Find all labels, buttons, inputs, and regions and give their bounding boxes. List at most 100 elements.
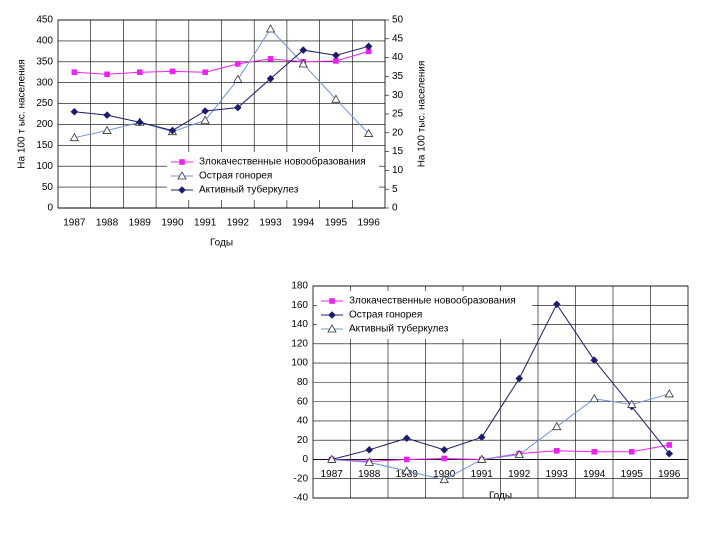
legend-label: Злокачественные новообразования <box>349 295 516 307</box>
series-line <box>331 393 670 481</box>
legend-box <box>317 291 532 339</box>
y-tick-label: 100 <box>291 358 308 369</box>
marker-diamond <box>168 126 177 135</box>
series-line <box>331 303 670 460</box>
y2-tick-label: 20 <box>392 127 404 138</box>
x-tick-label: 1996 <box>658 469 681 480</box>
x-tick-label: 1993 <box>546 469 569 480</box>
marker-diamond <box>332 51 340 60</box>
legend-marker <box>179 159 185 165</box>
marker-diamond <box>665 449 674 458</box>
y-tick-label: -40 <box>294 493 309 504</box>
x-tick-label: 1988 <box>358 469 381 480</box>
legend-label: Острая гонорея <box>199 171 272 182</box>
marker-triangle <box>477 454 487 463</box>
marker-square <box>591 448 598 455</box>
marker-diamond <box>266 74 275 83</box>
series-line <box>74 28 370 139</box>
x-tick-label: 1989 <box>396 469 419 480</box>
marker-square <box>267 56 274 62</box>
marker-triangle <box>102 125 112 134</box>
y-tick-label: 100 <box>36 161 53 172</box>
marker-triangle <box>439 474 449 484</box>
x-tick-label: 1991 <box>194 218 217 229</box>
marker-triangle <box>363 128 374 137</box>
marker-square <box>202 69 208 76</box>
series-line <box>74 45 369 132</box>
marker-diamond <box>103 111 111 119</box>
marker-square <box>628 448 635 455</box>
marker-diamond <box>299 46 308 54</box>
x-tick-label: 1987 <box>321 469 344 480</box>
y2-tick-label: 10 <box>392 165 404 176</box>
y-tick-label: 80 <box>297 377 309 388</box>
legend-marker <box>327 324 337 333</box>
marker-diamond <box>201 107 209 115</box>
x-tick-label: 1996 <box>358 218 381 229</box>
marker-square <box>104 71 110 78</box>
marker-square <box>235 61 241 67</box>
y-tick-label: 60 <box>297 396 309 407</box>
marker-triangle <box>589 393 599 403</box>
marker-diamond <box>402 434 411 443</box>
y-tick-label: 150 <box>36 140 53 151</box>
legend-label: Активный туберкулез <box>349 323 449 335</box>
x-tick-label: 1993 <box>259 218 282 229</box>
x-axis-label: Годы <box>210 238 233 249</box>
y2-tick-label: 40 <box>392 52 404 63</box>
x-tick-label: 1994 <box>292 218 315 229</box>
x-tick-label: 1988 <box>96 218 119 229</box>
series-line <box>74 50 369 75</box>
x-tick-label: 1992 <box>508 469 531 480</box>
marker-diamond <box>515 374 524 383</box>
marker-square <box>553 447 560 454</box>
legend-label: Злокачественные новообразования <box>199 156 366 168</box>
marker-diamond <box>365 446 374 454</box>
marker-triangle <box>233 74 243 83</box>
marker-triangle <box>327 454 337 463</box>
marker-square <box>365 48 372 55</box>
marker-triangle <box>664 389 674 398</box>
marker-diamond <box>234 103 242 112</box>
y-tick-label: 20 <box>297 435 309 446</box>
marker-square <box>441 455 448 462</box>
marker-triangle <box>627 399 637 408</box>
marker-triangle <box>402 466 412 475</box>
marker-triangle <box>69 132 80 142</box>
marker-square <box>71 69 78 76</box>
y-tick-label: 180 <box>291 281 308 292</box>
marker-triangle <box>514 449 524 459</box>
marker-square <box>666 442 673 448</box>
legend-marker <box>178 186 186 194</box>
legend-label: Острая гонорея <box>349 310 422 321</box>
marker-diamond <box>590 356 599 364</box>
y-tick-label: 450 <box>36 15 53 26</box>
legend-marker <box>329 298 335 304</box>
y-tick-label: 40 <box>297 416 309 427</box>
x-tick-label: 1987 <box>63 218 86 229</box>
x-tick-label: 1994 <box>583 469 606 480</box>
x-tick-label: 1992 <box>227 218 250 229</box>
legend-label: Активный туберкулез <box>199 184 299 196</box>
y2-tick-label: 45 <box>392 33 404 44</box>
marker-square <box>169 68 176 75</box>
marker-diamond <box>440 446 449 454</box>
marker-diamond <box>477 433 486 442</box>
marker-diamond <box>70 107 79 116</box>
x-tick-label: 1995 <box>325 218 348 229</box>
marker-triangle <box>200 115 210 124</box>
y-tick-label: 400 <box>36 36 53 47</box>
marker-diamond <box>364 42 373 51</box>
y-tick-label: 120 <box>291 338 308 349</box>
y-tick-label: 0 <box>47 203 53 214</box>
y2-tick-label: 25 <box>392 109 404 120</box>
marker-square <box>403 456 410 463</box>
marker-square <box>136 69 143 76</box>
x-tick-label: 1990 <box>433 469 456 480</box>
x-tick-label: 1995 <box>621 469 644 480</box>
y2-axis-label: На 100 тыс. населения <box>417 61 428 168</box>
x-tick-label: 1991 <box>471 469 494 480</box>
y-tick-label: 140 <box>291 319 308 330</box>
marker-triangle <box>364 457 374 466</box>
